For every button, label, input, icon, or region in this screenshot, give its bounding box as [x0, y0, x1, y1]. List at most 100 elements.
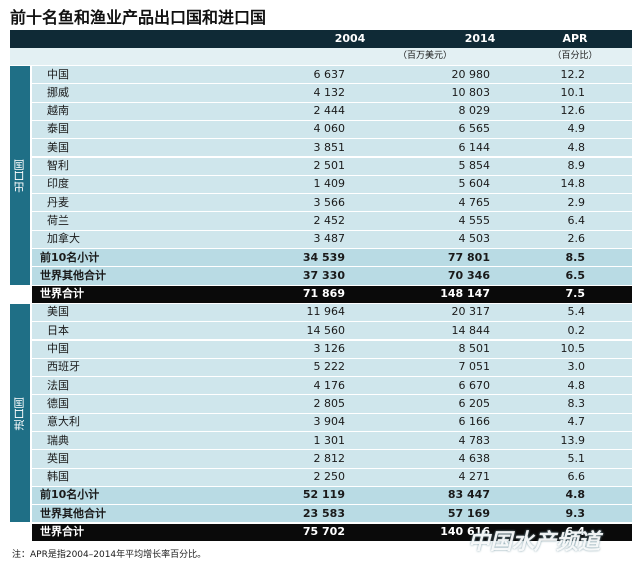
unit-bar [10, 48, 632, 65]
row-label: 英国 [47, 451, 69, 465]
row-label: 前10名小计 [40, 488, 100, 502]
cell-apr: 7.5 [565, 287, 586, 301]
table-row [32, 432, 632, 450]
unit-label: （百万美元） [397, 51, 452, 61]
section-label: 出口国 [13, 159, 26, 193]
cell-2014: 6 565 [458, 122, 491, 136]
cell-apr: 14.8 [560, 177, 586, 191]
cell-apr: 8.3 [567, 396, 586, 410]
cell-2014: 140 616 [440, 525, 490, 538]
section-label: 进口国 [13, 397, 26, 431]
cell-2014: 77 801 [447, 250, 490, 264]
cell-apr: 12.2 [560, 67, 586, 81]
row-label: 印度 [47, 177, 69, 191]
row-label: 中国 [47, 342, 69, 355]
watermark: 中国水产频道 [468, 530, 601, 555]
table-row [32, 468, 632, 486]
row-label: 挪威 [47, 85, 69, 99]
cell-2014: 20 980 [451, 67, 491, 81]
table-row [32, 450, 632, 468]
cell-2004: 3 487 [313, 232, 346, 246]
table-row [32, 267, 632, 285]
section-sidebar [10, 66, 30, 285]
cell-apr: 10.5 [560, 342, 586, 355]
cell-apr: 6.5 [565, 268, 586, 282]
row-label: 智利 [47, 159, 69, 172]
cell-apr: 6.4 [565, 525, 586, 538]
table-row [32, 505, 632, 523]
cell-2014: 5 854 [458, 159, 491, 172]
unit-label: （百分比） [552, 51, 598, 61]
table-row [32, 486, 632, 505]
cell-apr: 9.3 [565, 506, 586, 520]
cell-apr: 4.7 [567, 415, 586, 429]
cell-2004: 2 250 [313, 470, 346, 484]
table-row [32, 249, 632, 267]
cell-2004: 2 444 [313, 104, 346, 118]
table-row [32, 395, 632, 413]
cell-apr: 4.8 [567, 378, 586, 392]
table-row [32, 212, 632, 230]
cell-2004: 2 812 [313, 451, 346, 465]
cell-2004: 34 539 [302, 250, 345, 264]
table-row [32, 413, 632, 431]
cell-2014: 6 166 [458, 415, 491, 429]
cell-2004: 3 126 [313, 342, 346, 355]
row-label: 德国 [47, 396, 69, 410]
column-header: 2014 [464, 32, 496, 45]
row-label: 加拿大 [47, 232, 80, 246]
cell-2014: 6 670 [458, 378, 491, 392]
cell-2004: 4 132 [313, 85, 346, 99]
column-header: 2004 [334, 32, 366, 45]
cell-2014: 6 144 [458, 140, 491, 154]
row-label: 越南 [47, 104, 69, 118]
cell-2014: 4 638 [458, 451, 491, 465]
column-header: APR [562, 32, 588, 45]
cell-2014: 4 503 [458, 232, 491, 246]
row-label: 前10名小计 [40, 250, 100, 264]
cell-apr: 10.1 [560, 85, 586, 99]
cell-2014: 4 271 [458, 470, 491, 484]
cell-2004: 6 637 [313, 67, 346, 81]
cell-2004: 37 330 [302, 268, 345, 282]
table-row [32, 194, 632, 212]
row-label: 韩国 [47, 470, 69, 484]
cell-2014: 57 169 [447, 506, 490, 520]
table-row [32, 340, 632, 358]
cell-2004: 1 409 [313, 177, 346, 191]
row-label: 美国 [47, 305, 69, 319]
row-label: 世界其他合计 [40, 506, 106, 520]
cell-apr: 13.9 [560, 433, 586, 447]
table-row [32, 84, 632, 102]
table-row [32, 358, 632, 377]
cell-2004: 1 301 [313, 433, 346, 447]
cell-2014: 4 765 [458, 195, 491, 209]
cell-2014: 70 346 [447, 268, 490, 282]
table-row [32, 157, 632, 175]
title: 前十名鱼和渔业产品出口国和进口国 [10, 8, 267, 27]
cell-apr: 2.6 [567, 232, 586, 246]
table-row [32, 102, 632, 120]
table-row [32, 230, 632, 248]
footnote: 注：APR是指2004–2014年平均增长率百分比。 [12, 549, 207, 560]
cell-2014: 14 844 [451, 323, 491, 337]
row-label: 丹麦 [47, 195, 69, 209]
table-row [32, 303, 632, 322]
cell-2014: 4 783 [458, 433, 491, 447]
table-row [32, 139, 632, 157]
cell-apr: 5.4 [567, 305, 586, 319]
cell-2004: 3 851 [313, 140, 346, 154]
cell-2004: 11 964 [306, 305, 346, 319]
cell-2014: 10 803 [451, 85, 491, 99]
cell-2014: 8 029 [458, 104, 491, 118]
header-bar [10, 30, 632, 48]
table-row [32, 66, 632, 84]
cell-apr: 8.5 [565, 250, 586, 264]
cell-2004: 3 904 [313, 415, 346, 429]
table-row [32, 377, 632, 395]
cell-apr: 6.6 [567, 470, 586, 484]
cell-2014: 8 501 [458, 342, 491, 355]
cell-2004: 4 060 [313, 122, 346, 136]
cell-2014: 4 555 [458, 213, 491, 227]
cell-apr: 12.6 [560, 104, 586, 118]
